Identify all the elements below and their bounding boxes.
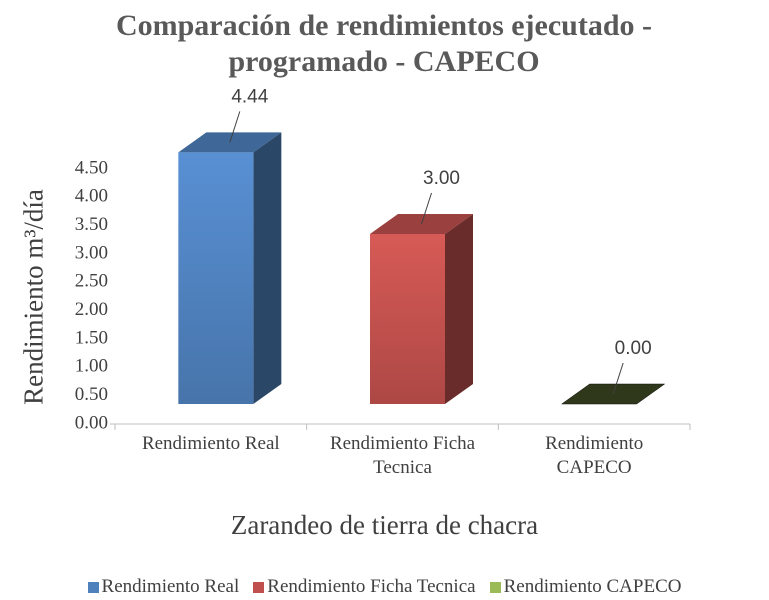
leader-line	[612, 362, 624, 395]
value-label: 0.00	[615, 338, 652, 359]
x-tick-label: Rendimiento Real	[141, 433, 280, 454]
chart-title: Comparación de rendimientos ejecutado - …	[115, 9, 653, 78]
legend-item: Rendimiento Ficha Tecnica	[253, 576, 476, 598]
y-tick-label: 1.50	[75, 327, 108, 348]
bar-front	[370, 234, 445, 404]
y-tick-label: 4.50	[75, 157, 108, 178]
value-label: 3.00	[423, 168, 460, 189]
y-tick-label: 0.00	[75, 412, 108, 433]
y-tick-label: 0.50	[75, 384, 108, 405]
legend-swatch	[253, 581, 265, 593]
y-axis-title: Rendimiento m³/día	[18, 189, 49, 405]
x-tick-label: Rendimiento CAPECO	[545, 433, 644, 478]
legend-label: Rendimiento Ficha Tecnica	[267, 576, 476, 597]
legend-swatch	[489, 581, 501, 593]
y-tick-label: 3.00	[75, 242, 108, 263]
bar	[370, 214, 473, 404]
bar-side	[445, 214, 473, 404]
x-tick-label: Rendimiento Ficha Tecnica	[329, 433, 476, 478]
legend-swatch	[87, 581, 99, 593]
bar-front	[178, 152, 254, 404]
bar-side	[253, 132, 282, 404]
y-tick-label: 2.00	[75, 299, 108, 320]
y-tick-label: 4.00	[75, 186, 108, 207]
x-axis-title: Zarandeo de tierra de chacra	[230, 510, 539, 540]
bar	[178, 132, 282, 404]
legend-item: Rendimiento Real	[87, 576, 240, 598]
y-tick-label: 1.00	[75, 356, 108, 377]
y-tick-label: 3.50	[75, 214, 108, 235]
legend: Rendimiento Real Rendimiento Ficha Tecnic…	[0, 576, 769, 598]
leader-line	[229, 111, 241, 143]
legend-label: Rendimiento CAPECO	[503, 576, 682, 597]
value-label: 4.44	[231, 86, 268, 107]
legend-item: Rendimiento CAPECO	[489, 576, 682, 598]
y-tick-label: 2.50	[75, 271, 108, 292]
leader-line	[421, 192, 432, 225]
legend-label: Rendimiento Real	[101, 576, 240, 597]
